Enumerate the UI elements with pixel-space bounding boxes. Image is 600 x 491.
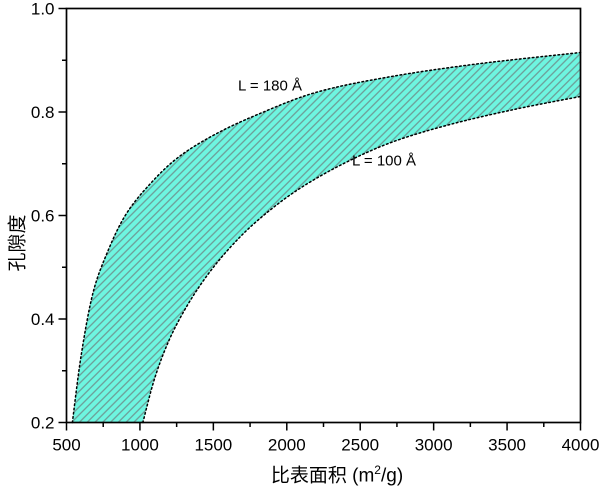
x-axis-title: 比表面积 (m2/g): [271, 461, 403, 488]
y-tick-label: 0.6: [31, 207, 55, 226]
x-tick-label: 500: [52, 436, 80, 455]
lower-curve-L100: [142, 95, 582, 424]
y-tick-label: 0.2: [31, 414, 55, 433]
x-tick-label: 3000: [415, 436, 453, 455]
x-axis-title-unit-suffix: /g): [380, 465, 404, 487]
curve-label-L180: L = 180 Å: [237, 77, 303, 95]
x-axis-title-text: 比表面积 (m: [270, 465, 375, 487]
upper-curve-L180: [71, 51, 582, 424]
x-axis-title-superscript: 2: [374, 463, 381, 478]
x-tick-label: 2000: [268, 436, 306, 455]
x-tick-label: 1500: [194, 436, 232, 455]
y-tick-label: 1.0: [31, 0, 55, 19]
x-tick-label: 3500: [488, 436, 526, 455]
y-axis-title: 孔隙度: [7, 214, 29, 272]
y-tick-label: 0.8: [31, 103, 55, 122]
y-tick-label: 0.4: [31, 310, 55, 329]
band-region: [72, 52, 581, 423]
x-tick-label: 4000: [562, 436, 600, 455]
curve-label-L100: L = 100 Å: [351, 152, 417, 170]
x-tick-label: 1000: [121, 436, 159, 455]
x-tick-label: 2500: [341, 436, 379, 455]
